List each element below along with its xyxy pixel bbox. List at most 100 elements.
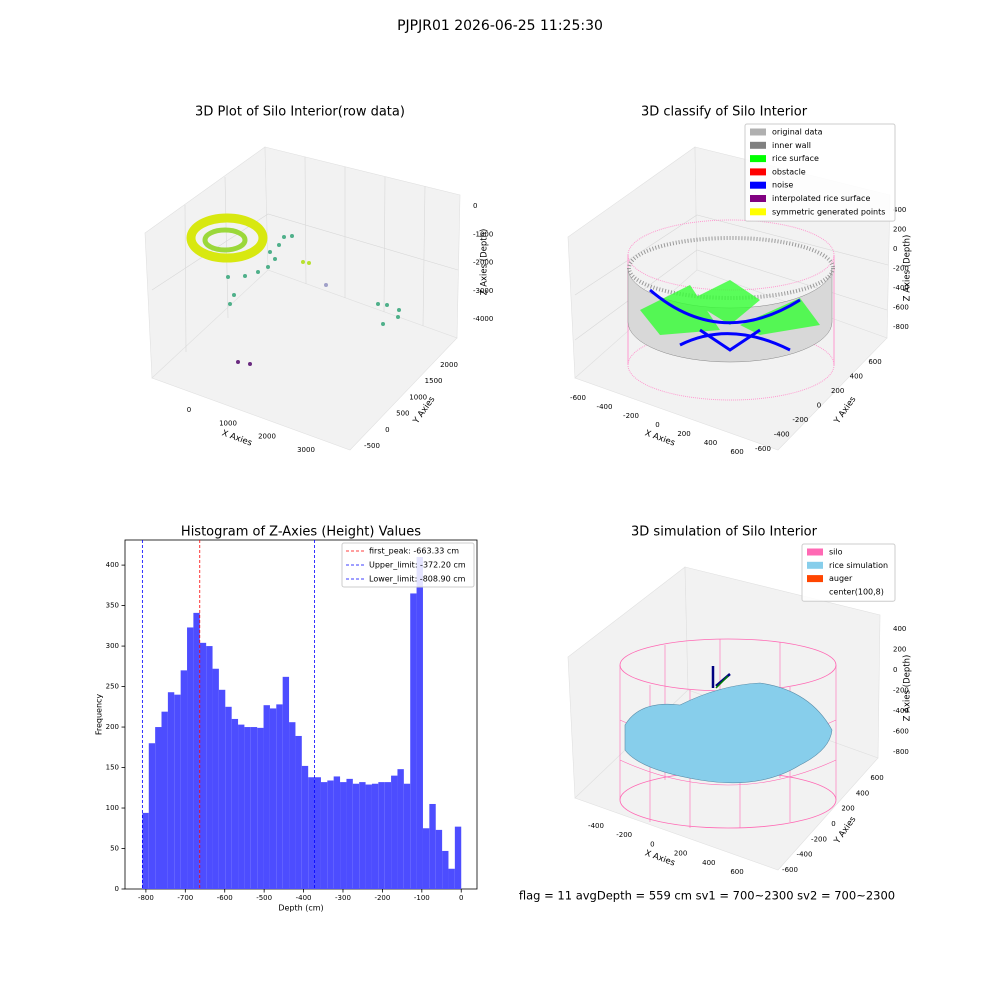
point [307,261,311,265]
rice-surface [640,280,820,335]
legend-label: first_peak: -663.33 cm [369,547,459,556]
x-tick-label: -200 [616,831,632,839]
bar [244,727,251,889]
point [277,243,281,247]
bar [187,627,194,889]
legend-swatch [750,181,766,189]
y-tick-label: -200 [811,835,827,843]
z-tick-label: -600 [893,728,909,736]
bar [314,777,321,889]
bar [391,775,398,889]
point-cloud [186,213,268,263]
x-tick-label: 2000 [258,433,276,441]
z-tick-label: 200 [893,226,906,234]
y-tick-label: 0 [385,426,389,434]
y-tick-label: 1500 [425,377,443,385]
bar [397,769,404,889]
z-tick-label: -1000 [473,230,493,238]
noise [649,288,801,352]
legend-label: symmetric generated points [772,207,885,216]
x-tick-label: 200 [674,850,687,858]
y-tick-label: 400 [850,373,863,381]
point [256,270,260,274]
point [324,283,328,287]
y-tick-label: 200 [831,387,844,395]
y-tick-label: 0 [831,820,835,828]
bar [257,727,264,889]
legend-label: Lower_limit: -808.90 cm [369,575,466,584]
y-tick-label: 100 [106,804,119,812]
bar [435,829,443,889]
z-tick-label: -800 [893,748,909,756]
legend-label: inner wall [772,141,811,150]
x-tick-label: 3000 [297,446,315,454]
bar [289,722,296,889]
bar [142,812,149,889]
bar [269,708,277,889]
z-tick-label: 400 [893,206,906,214]
y-tick-label: 500 [396,410,409,418]
bar [250,727,258,889]
bar [429,803,436,889]
y-axis-label: Frequency [95,694,104,736]
point [228,302,232,306]
x-tick-label: 0 [187,406,191,414]
bar [320,782,328,889]
bar [448,868,455,889]
x-axis-label: X Axies [220,428,253,448]
legend-swatch [750,168,766,176]
point [282,235,286,239]
x-tick-label: 400 [702,859,715,867]
z-tick-label: -4000 [473,315,493,323]
x-tick-label: -600 [570,394,586,402]
legend-swatch [750,195,766,202]
point [268,250,272,254]
rice-surface [624,682,833,784]
legend-label: rice simulation [829,561,888,570]
legend-swatch [750,128,766,136]
x-tick-label: 1000 [219,419,237,427]
y-tick-label: 2000 [440,361,458,369]
bar [422,828,430,889]
bar [454,826,462,889]
bar [340,782,347,889]
y-tick-label: -600 [755,445,771,453]
x-tick-label: -200 [623,412,639,420]
y-tick-label: -200 [792,416,808,424]
x-tick-label: -300 [335,894,351,902]
point [226,275,230,279]
y-tick-label: 300 [106,642,119,650]
legend-swatch [750,208,766,216]
x-tick-label: -400 [296,894,312,902]
bar [263,705,270,889]
y-tick-label: 600 [870,774,883,782]
legend-label: interpolated rice surface [772,194,870,203]
legend-label: noise [772,181,793,190]
point [396,315,400,319]
x-tick-label: -500 [256,894,272,902]
z-axis-label: Z Axies (Depth) [903,655,913,722]
y-tick-label: -600 [782,866,798,874]
x-tick-label: 600 [730,868,743,876]
bar [327,780,334,889]
z-tick-label: -200 [893,687,909,695]
point [273,257,277,261]
y-tick-label: 200 [841,805,854,813]
z-tick-label: 0 [893,666,897,674]
y-axis-label: Y Axies [832,814,859,846]
auger [715,675,729,689]
y-tick-label: 600 [868,358,881,366]
bar [193,612,200,889]
bar [346,778,353,889]
point [236,360,240,364]
legend-label: center(100,8) [829,587,884,596]
x-tick-label: 600 [730,448,743,456]
z-axis-label: Z Axies (Depth) [480,229,490,296]
z-tick-label: -400 [893,284,909,292]
bar [180,670,188,889]
pane-group [567,566,881,871]
legend-label: obstacle [772,167,806,176]
point [266,265,270,269]
legend-box [341,542,475,588]
